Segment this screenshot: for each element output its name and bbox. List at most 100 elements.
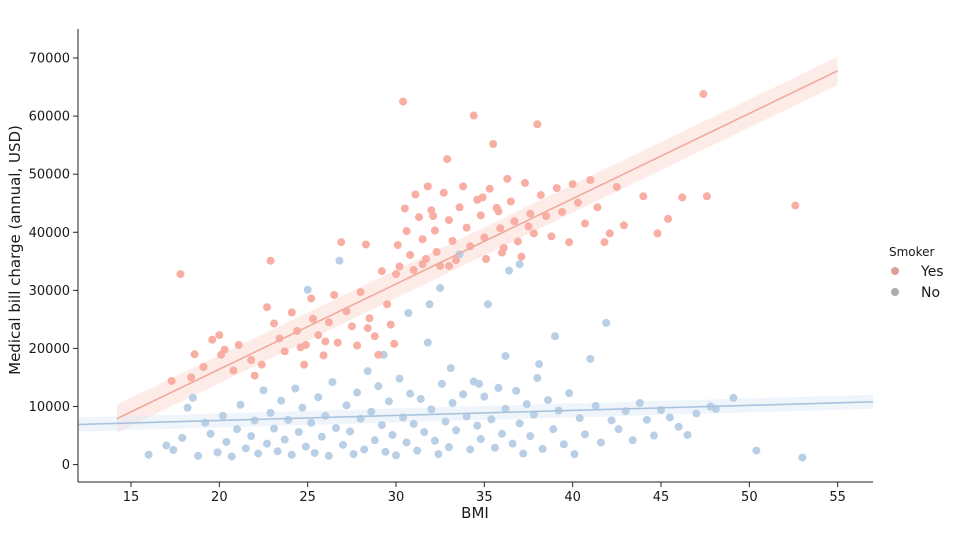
data-point-no bbox=[570, 450, 579, 459]
data-point-yes bbox=[459, 182, 468, 191]
data-point-yes bbox=[581, 219, 590, 228]
data-point-yes bbox=[462, 223, 471, 232]
data-point-no bbox=[473, 421, 482, 430]
data-point-no bbox=[549, 425, 558, 434]
data-point-no bbox=[596, 438, 605, 447]
data-point-no bbox=[303, 285, 312, 294]
data-point-no bbox=[416, 394, 425, 403]
data-point-no bbox=[427, 405, 436, 414]
data-point-yes bbox=[395, 262, 404, 271]
data-point-yes bbox=[517, 252, 526, 261]
legend-marker-no bbox=[891, 288, 899, 296]
x-tick-label: 35 bbox=[476, 490, 493, 505]
data-point-no bbox=[798, 453, 807, 462]
data-point-yes bbox=[308, 314, 317, 323]
data-point-yes bbox=[190, 350, 199, 359]
data-point-no bbox=[529, 410, 538, 419]
data-point-no bbox=[591, 401, 600, 410]
data-point-no bbox=[462, 412, 471, 421]
data-point-no bbox=[515, 419, 524, 428]
data-point-yes bbox=[496, 224, 505, 233]
data-point-no bbox=[642, 415, 651, 424]
data-point-yes bbox=[605, 229, 614, 238]
data-point-yes bbox=[558, 207, 567, 216]
y-tick-label: 60000 bbox=[29, 110, 70, 125]
data-point-no bbox=[162, 441, 171, 450]
data-point-yes bbox=[406, 250, 415, 259]
data-point-yes bbox=[478, 193, 487, 202]
data-point-yes bbox=[247, 356, 256, 365]
data-point-yes bbox=[377, 267, 386, 276]
data-point-no bbox=[498, 429, 506, 438]
data-point-no bbox=[635, 399, 644, 408]
data-point-yes bbox=[593, 203, 602, 212]
data-point-no bbox=[494, 383, 503, 392]
data-point-no bbox=[317, 432, 326, 441]
x-tick-label: 45 bbox=[653, 490, 670, 505]
data-point-yes bbox=[365, 314, 374, 323]
data-point-no bbox=[227, 452, 236, 461]
data-point-no bbox=[409, 419, 418, 428]
legend: Smoker Yes No bbox=[889, 245, 944, 301]
data-point-no bbox=[213, 448, 222, 457]
data-point-no bbox=[476, 435, 485, 444]
data-point-yes bbox=[361, 240, 370, 249]
data-point-no bbox=[437, 379, 446, 388]
data-point-yes bbox=[524, 222, 533, 231]
data-point-yes bbox=[187, 373, 196, 382]
data-point-yes bbox=[374, 350, 383, 359]
data-point-yes bbox=[402, 227, 411, 236]
data-point-yes bbox=[432, 248, 441, 257]
data-point-no bbox=[423, 338, 432, 347]
data-point-yes bbox=[383, 300, 392, 309]
data-point-no bbox=[294, 428, 303, 437]
x-tick-label: 55 bbox=[829, 490, 846, 505]
data-point-no bbox=[501, 404, 510, 413]
legend-label-no: No bbox=[921, 285, 940, 301]
data-point-no bbox=[452, 426, 461, 435]
data-point-no bbox=[370, 436, 379, 445]
data-point-no bbox=[614, 425, 623, 434]
data-point-no bbox=[466, 445, 475, 454]
data-point-yes bbox=[270, 319, 279, 328]
data-point-yes bbox=[301, 340, 310, 349]
data-point-no bbox=[501, 351, 510, 360]
data-point-yes bbox=[476, 211, 485, 220]
data-point-yes bbox=[639, 192, 648, 201]
data-point-no bbox=[247, 432, 256, 441]
data-point-yes bbox=[653, 229, 662, 238]
data-point-no bbox=[535, 360, 544, 369]
data-point-yes bbox=[552, 184, 561, 193]
data-point-no bbox=[607, 416, 616, 425]
trend-line-no bbox=[77, 401, 874, 426]
data-point-no bbox=[602, 318, 611, 327]
x-tick-label: 25 bbox=[299, 490, 316, 505]
data-point-no bbox=[363, 367, 372, 376]
data-point-no bbox=[301, 442, 310, 451]
data-point-no bbox=[480, 392, 489, 401]
data-point-yes bbox=[429, 212, 438, 221]
data-point-no bbox=[144, 450, 153, 459]
data-point-no bbox=[250, 416, 259, 425]
data-point-yes bbox=[176, 270, 185, 279]
data-point-yes bbox=[386, 320, 395, 329]
data-point-no bbox=[384, 397, 393, 406]
data-point-no bbox=[222, 437, 231, 446]
data-point-no bbox=[266, 408, 275, 417]
data-point-yes bbox=[393, 241, 402, 250]
data-point-no bbox=[649, 431, 658, 440]
data-point-no bbox=[683, 430, 692, 439]
data-point-no bbox=[284, 415, 293, 424]
data-point-no bbox=[436, 284, 445, 293]
data-point-yes bbox=[702, 192, 711, 201]
data-point-yes bbox=[498, 248, 506, 257]
data-point-yes bbox=[250, 371, 259, 380]
data-point-yes bbox=[506, 197, 515, 206]
trend-lines bbox=[77, 70, 874, 426]
data-point-yes bbox=[439, 188, 448, 197]
data-point-no bbox=[349, 450, 358, 459]
x-axis-ticks: 15 20 25 30 35 40 45 50 55 bbox=[123, 482, 846, 505]
data-point-no bbox=[188, 393, 197, 402]
data-point-yes bbox=[445, 216, 453, 225]
data-point-no bbox=[291, 384, 300, 393]
